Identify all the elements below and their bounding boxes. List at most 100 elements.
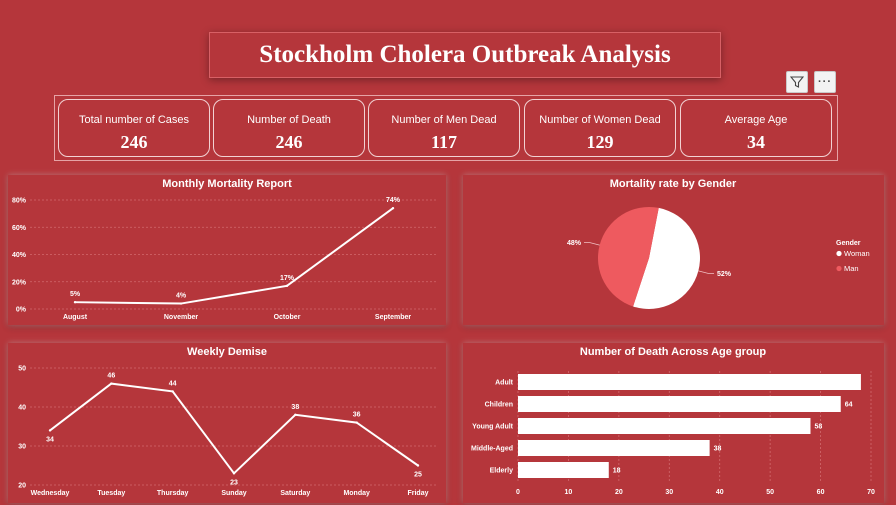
data-point (285, 284, 289, 288)
gender-mortality-panel: Mortality rate by Gender 52% 48% Gender Wom… (463, 175, 884, 325)
y-tick-label: Adult (495, 380, 514, 387)
kpi-label: Number of Men Dead (391, 114, 497, 126)
age-group-panel: Number of Death Across Age group 0 10 20 30… (463, 343, 884, 503)
kpi-value: 246 (275, 132, 303, 152)
kpi-label: Average Age (724, 114, 788, 126)
bar (518, 396, 841, 412)
x-tick-label: 60 (817, 489, 825, 496)
data-label: 36 (353, 412, 361, 419)
filter-icon (790, 76, 804, 88)
bar (518, 440, 710, 456)
x-tick-label: Monday (343, 490, 370, 497)
chart-title: Weekly Demise (187, 346, 267, 358)
kpi-men-dead: Number of Men Dead 117 (368, 99, 520, 157)
legend-title: Gender (836, 240, 861, 247)
data-point (391, 206, 395, 210)
x-tick-label: Thursday (157, 490, 189, 497)
y-tick-label: Elderly (490, 468, 513, 475)
age-group-bar-chart: Number of Death Across Age group 0 10 20 30… (471, 346, 875, 496)
chart-title: Number of Death Across Age group (580, 346, 766, 358)
data-label: 4% (176, 293, 187, 300)
y-tick-label: 20 (18, 483, 26, 490)
data-point (294, 413, 297, 416)
y-tick-label: 40% (12, 252, 27, 259)
y-tick-label: 60% (12, 225, 27, 232)
data-label: 38 (714, 446, 722, 453)
dashboard-title-box: Stockholm Cholera Outbreak Analysis (209, 32, 721, 78)
y-tick-label: Young Adult (472, 424, 513, 431)
data-label: 18 (613, 468, 621, 475)
bar (518, 418, 811, 434)
x-tick-label: Friday (407, 490, 428, 497)
kpi-average-age: Average Age 34 (680, 99, 832, 157)
x-tick-label: Tuesday (97, 490, 125, 497)
data-label: 58 (814, 424, 822, 431)
legend-marker (836, 265, 842, 272)
x-tick-label: 70 (867, 489, 875, 496)
x-tick-label: 50 (766, 489, 774, 496)
legend-marker (836, 250, 842, 257)
data-label: 52% (717, 271, 732, 278)
more-options-button[interactable]: ··· (814, 71, 836, 93)
more-options-icon: ··· (818, 76, 832, 88)
y-tick-label: 50 (18, 366, 26, 373)
kpi-value: 34 (747, 132, 765, 152)
kpi-deaths: Number of Death 246 (213, 99, 365, 157)
x-tick-label: Sunday (221, 490, 246, 497)
data-label: 46 (107, 373, 115, 380)
data-point (171, 390, 174, 393)
data-label: 44 (169, 380, 177, 387)
kpi-strip: Total number of Cases 246 Number of Deat… (54, 95, 838, 161)
x-tick-label: 10 (565, 489, 573, 496)
x-tick-label: 20 (615, 489, 623, 496)
monthly-mortality-chart: Monthly Mortality Report 0% 20% 40% 60% 80% A… (12, 178, 438, 321)
kpi-value: 246 (120, 132, 148, 152)
leader-line (583, 242, 600, 246)
kpi-total-cases: Total number of Cases 246 (58, 99, 210, 157)
weekly-demise-panel: Weekly Demise 20 30 40 50 Wednesday Tuesday Th… (8, 343, 446, 503)
series-line (49, 382, 419, 475)
data-point (73, 300, 77, 304)
x-tick-label: October (274, 314, 301, 321)
data-label: 17% (280, 275, 295, 282)
data-label: 74% (386, 197, 401, 204)
weekly-demise-chart: Weekly Demise 20 30 40 50 Wednesday Tuesday Th… (18, 346, 438, 497)
kpi-value: 129 (586, 132, 614, 152)
x-tick-label: November (164, 314, 199, 321)
data-label: 34 (46, 436, 54, 443)
filter-button[interactable] (786, 71, 808, 93)
y-tick-label: 40 (18, 405, 26, 412)
monthly-mortality-panel: Monthly Mortality Report 0% 20% 40% 60% 80% A… (8, 175, 446, 325)
y-tick-label: Children (485, 402, 513, 409)
legend-item: Man (844, 264, 859, 273)
data-point (232, 472, 236, 475)
y-tick-label: 80% (12, 198, 27, 205)
data-point (179, 302, 183, 305)
x-tick-label: Wednesday (31, 490, 70, 497)
leader-line (698, 270, 715, 274)
kpi-label: Number of Women Dead (539, 114, 661, 126)
data-label: 64 (845, 402, 853, 409)
y-tick-label: 0% (16, 307, 27, 314)
chart-title: Mortality rate by Gender (610, 178, 737, 190)
kpi-value: 117 (430, 132, 457, 152)
data-label: 23 (230, 479, 238, 486)
x-tick-label: September (375, 314, 411, 321)
x-tick-label: August (63, 314, 88, 321)
legend-item: Woman (844, 249, 870, 258)
x-tick-label: 40 (716, 489, 724, 496)
y-tick-label: Middle-Aged (471, 446, 513, 453)
dashboard-title: Stockholm Cholera Outbreak Analysis (259, 41, 671, 68)
data-label: 25 (414, 472, 422, 479)
data-label: 38 (291, 404, 299, 411)
kpi-label: Number of Death (247, 114, 331, 126)
pie-slice (598, 207, 659, 307)
kpi-women-dead: Number of Women Dead 129 (524, 99, 676, 157)
data-label: 48% (567, 240, 582, 247)
series-line (74, 207, 394, 305)
bar (518, 462, 609, 478)
x-tick-label: 0 (516, 489, 520, 496)
chart-title: Monthly Mortality Report (162, 178, 292, 190)
bar (518, 374, 861, 390)
y-tick-label: 30 (18, 444, 26, 451)
